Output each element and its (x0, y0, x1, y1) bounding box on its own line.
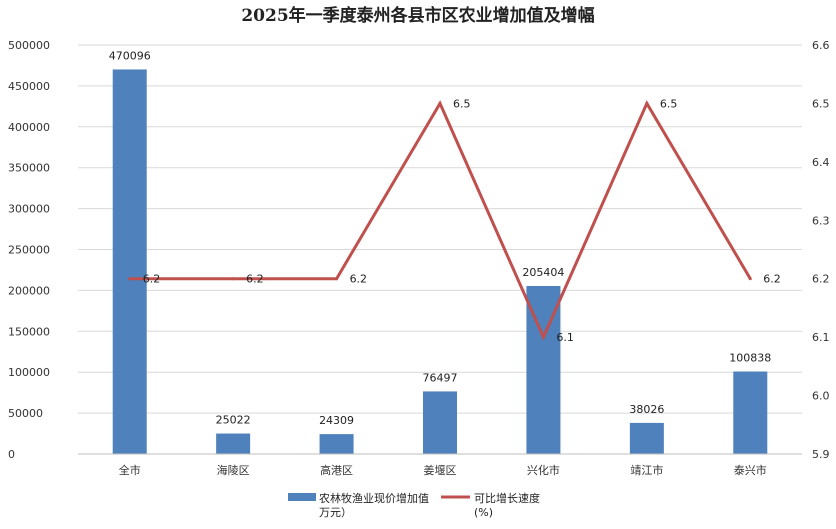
bar-value-label: 470096 (109, 49, 151, 62)
line-value-label: 6.2 (246, 273, 264, 286)
left-tick-label: 150000 (8, 325, 50, 338)
bar (112, 69, 147, 454)
bar-series (112, 69, 768, 454)
bar-value-label: 205404 (522, 266, 564, 279)
left-y-axis: 0 50000 100000 150000 200000 250000 300000 3500… (8, 39, 50, 461)
line-point (748, 277, 752, 281)
x-tick-label: 靖江市 (630, 463, 663, 477)
line-value-label: 6.2 (763, 273, 781, 286)
legend-swatch-bar (288, 493, 316, 501)
right-tick-label: 6.2 (812, 273, 830, 286)
line-value-label: 6.2 (143, 273, 161, 286)
legend-label-line-line2: (%) (474, 506, 493, 519)
line-value-label: 6.5 (660, 97, 678, 110)
left-tick-label: 50000 (8, 407, 43, 420)
gridlines (78, 44, 802, 455)
bar-value-label: 38026 (629, 403, 664, 416)
right-tick-label: 6.3 (812, 214, 830, 227)
bar (423, 391, 457, 454)
bar (629, 422, 664, 454)
line-point (128, 277, 132, 281)
left-tick-label: 350000 (8, 162, 50, 175)
line-point (231, 277, 235, 281)
bar-value-label: 100838 (729, 352, 771, 365)
right-tick-label: 6.0 (812, 390, 830, 403)
left-tick-label: 400000 (8, 121, 50, 134)
left-tick-label: 100000 (8, 366, 50, 379)
line-point (541, 335, 545, 339)
right-tick-label: 6.5 (812, 97, 830, 110)
line-value-label: 6.5 (453, 97, 471, 110)
chart-title: 2025年一季度泰州各县市区农业增加值及增幅 (241, 5, 594, 26)
bar-value-label: 25022 (216, 414, 251, 427)
line-point (438, 101, 442, 105)
legend-label-bar-line1: 农林牧渔业现价增加值 (319, 491, 429, 505)
left-tick-label: 450000 (8, 80, 50, 93)
x-tick-label: 全市 (119, 463, 141, 477)
left-tick-label: 200000 (8, 284, 50, 297)
left-tick-label: 300000 (8, 203, 50, 216)
x-tick-label: 泰兴市 (734, 463, 767, 477)
bar (216, 433, 251, 454)
x-tick-label: 高港区 (320, 463, 353, 477)
data-labels: 470096 25022 24309 76497 205404 38026 100838 6.… (109, 49, 781, 427)
right-tick-label: 6.6 (812, 39, 830, 52)
legend-label-line-line1: 可比增长速度 (474, 491, 540, 505)
bar-value-label: 24309 (319, 414, 354, 427)
bar-value-label: 76497 (423, 371, 458, 384)
growth-line (129, 100, 752, 341)
left-tick-label: 250000 (8, 244, 50, 257)
x-axis: 全市 海陵区 高港区 姜堰区 兴化市 靖江市 泰兴市 (78, 453, 802, 477)
left-tick-label: 0 (8, 448, 15, 461)
line-point (645, 101, 649, 105)
left-tick-label: 500000 (8, 39, 50, 52)
right-y-axis: 5.9 6.0 6.1 6.2 6.3 6.4 6.5 6.6 (812, 39, 830, 461)
line-value-label: 6.1 (556, 331, 574, 344)
x-tick-label: 姜堰区 (424, 463, 457, 477)
legend-label-bar-line2: 万元） (319, 506, 352, 519)
bar (733, 371, 768, 454)
legend: 农林牧渔业现价增加值 万元） 可比增长速度 (%) (288, 491, 540, 519)
bar (319, 434, 354, 454)
right-tick-label: 6.1 (812, 331, 830, 344)
line-series (128, 100, 752, 341)
x-tick-label: 海陵区 (217, 463, 250, 477)
right-tick-label: 6.4 (812, 156, 830, 169)
right-tick-label: 5.9 (812, 448, 830, 461)
line-value-label: 6.2 (350, 273, 368, 286)
line-point (335, 277, 339, 281)
x-tick-label: 兴化市 (527, 463, 560, 477)
